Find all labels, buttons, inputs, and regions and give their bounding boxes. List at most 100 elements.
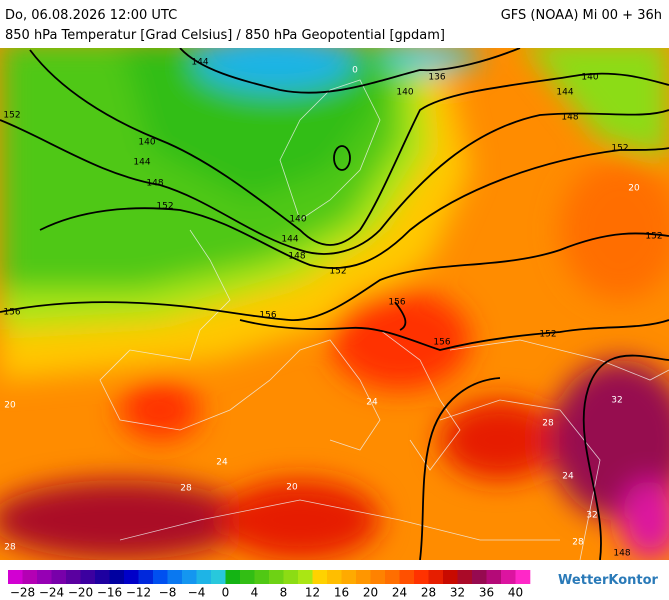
date-label: Do, 06.08.2026 12:00 UTC (5, 8, 177, 23)
geopotential-label: 152 (3, 111, 20, 121)
colorbar-swatch (457, 570, 473, 584)
temperature-label: 28 (572, 538, 584, 548)
colorbar-swatch (196, 570, 212, 584)
geopotential-label: 136 (428, 73, 445, 83)
geopotential-label: 156 (259, 311, 276, 321)
colorbar-swatch (51, 570, 67, 584)
colorbar-swatch (153, 570, 168, 584)
geopotential-label: 140 (396, 88, 413, 98)
temperature-label: 28 (180, 484, 192, 494)
geopotential-label: 148 (146, 179, 163, 189)
subtitle: 850 hPa Temperatur [Grad Celsius] / 850 … (5, 28, 445, 43)
temperature-label: 20 (628, 184, 640, 194)
colorbar-swatch (472, 570, 487, 584)
colorbar-tick-label: 36 (479, 586, 494, 600)
colorbar-swatch (109, 570, 125, 584)
temperature-label: 32 (586, 511, 597, 521)
colorbar-tick-label: −12 (126, 586, 151, 600)
colorbar-swatch (399, 570, 415, 584)
geopotential-label: 152 (645, 232, 662, 242)
colorbar-swatch (327, 570, 342, 584)
temperature-label: 20 (4, 401, 16, 411)
colorbar-tick-label: −4 (188, 586, 206, 600)
geopotential-label: 140 (581, 73, 598, 83)
geopotential-label: 148 (613, 549, 630, 559)
colorbar-swatch (95, 570, 110, 584)
colorbar-swatch (341, 570, 357, 584)
colorbar-tick-label: 28 (421, 586, 436, 600)
colorbar-swatch (138, 570, 154, 584)
colorbar-swatch (124, 570, 139, 584)
geopotential-label: 144 (556, 88, 573, 98)
colorbar-swatch (211, 570, 226, 584)
colorbar-swatch (283, 570, 299, 584)
colorbar-swatch (182, 570, 197, 584)
geopotential-label: 144 (191, 58, 208, 68)
colorbar-swatch (428, 570, 444, 584)
colorbar-swatch (80, 570, 96, 584)
colorbar-swatch (225, 570, 241, 584)
colorbar-tick-label: −28 (10, 586, 35, 600)
colorbar-swatch (167, 570, 183, 584)
coastlines (99, 79, 669, 560)
colorbar-swatch (515, 570, 531, 584)
geopotential-label: 144 (133, 158, 150, 168)
colorbar-swatch (356, 570, 371, 584)
colorbar-swatch (501, 570, 516, 584)
colorbar-tick-label: −16 (97, 586, 122, 600)
map-labels: 144 136 140 140 144 152 148 140 144 148 152 152 140 1… (3, 58, 662, 559)
geopotential-label: 152 (156, 202, 173, 212)
colorbar-tick-label: 40 (508, 586, 523, 600)
temperature-label: 32 (611, 396, 622, 406)
temperature-label: 20 (286, 483, 298, 493)
map: 144 136 140 140 144 152 148 140 144 148 152 152 140 1… (0, 48, 669, 560)
geopotential-label: 156 (388, 298, 405, 308)
geopotential-label: 144 (281, 235, 298, 245)
colorbar-tick-label: 4 (251, 586, 259, 600)
colorbar-swatch (269, 570, 284, 584)
geopotential-label: 152 (611, 144, 628, 154)
temperature-label: 28 (4, 543, 16, 553)
colorbar-tick-label: −20 (68, 586, 93, 600)
colorbar-swatch (414, 570, 429, 584)
colorbar-tick-label: 8 (280, 586, 288, 600)
geopotential-contours (0, 48, 669, 560)
colorbar-tick-label: 16 (334, 586, 349, 600)
temperature-label: 0 (352, 66, 358, 76)
geopotential-label: 148 (561, 113, 578, 123)
colorbar-swatch (486, 570, 502, 584)
colorbar-swatch (66, 570, 81, 584)
geopotential-label: 140 (289, 215, 306, 225)
colorbar-swatch (240, 570, 255, 584)
colorbar-swatch (254, 570, 270, 584)
colorbar-swatch (298, 570, 313, 584)
temperature-label: 24 (216, 458, 228, 468)
temperature-label: 28 (542, 419, 554, 429)
colorbar-tick-label: −8 (159, 586, 177, 600)
colorbar-swatch (22, 570, 38, 584)
geopotential-label: 152 (539, 330, 556, 340)
geopotential-label: 152 (329, 267, 346, 277)
geopotential-label: 148 (288, 252, 305, 262)
geopotential-label: 156 (3, 308, 20, 318)
colorbar-tick-label: 0 (222, 586, 230, 600)
colorbar-swatch (37, 570, 52, 584)
temperature-label: 24 (562, 472, 574, 482)
colorbar-swatch (370, 570, 386, 584)
colorbar-swatch (8, 570, 23, 584)
logo: WetterKontor (558, 573, 659, 588)
colorbar-tick-label: 24 (392, 586, 407, 600)
colorbar-tick-label: 32 (450, 586, 465, 600)
colorbar-swatch (385, 570, 400, 584)
colorbar-tick-label: −24 (39, 586, 64, 600)
colorbar-swatch (443, 570, 458, 584)
colorbar-tick-label: 12 (305, 586, 320, 600)
geopotential-label: 140 (138, 138, 155, 148)
model-label: GFS (NOAA) Mi 00 + 36h (501, 8, 662, 23)
temperature-label: 24 (366, 398, 378, 408)
colorbar: −28 −24 −20 −16 −12 −8 −4 0 4 8 12 16 20 24 28 32 36 40 (8, 570, 531, 600)
colorbar-swatch (312, 570, 328, 584)
colorbar-tick-label: 20 (363, 586, 378, 600)
geopotential-label: 156 (433, 338, 450, 348)
